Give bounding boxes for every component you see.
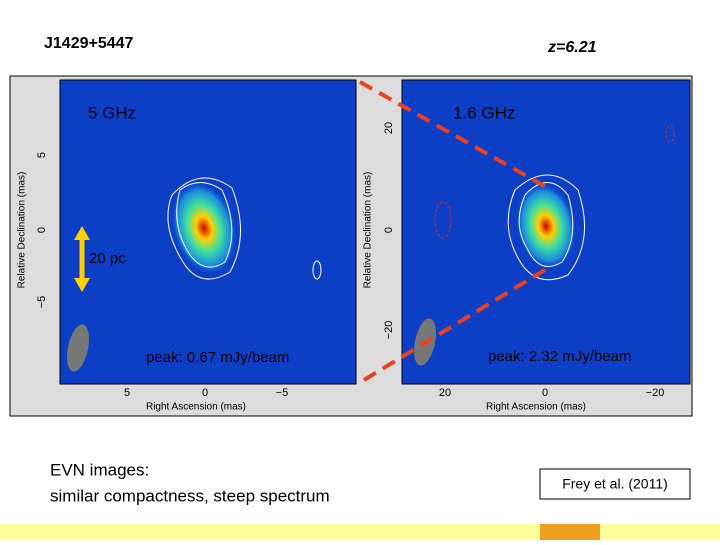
panel-label: 1.6 GHz <box>453 103 515 122</box>
y-tick-label: 5 <box>36 152 48 158</box>
panel-label: 5 GHz <box>88 103 136 122</box>
caption-line: similar compactness, steep spectrum <box>50 486 330 505</box>
beam <box>67 324 89 372</box>
title: J1429+5447 <box>44 35 134 52</box>
connector <box>359 80 549 190</box>
source <box>515 182 577 270</box>
contour <box>312 260 322 280</box>
x-tick-label: 0 <box>542 387 548 399</box>
contour <box>665 125 675 143</box>
y-axis-label: Relative Declination (mas) <box>17 172 28 289</box>
footer-block <box>540 524 600 540</box>
y-tick-label: −5 <box>36 296 48 309</box>
contour <box>434 201 452 239</box>
redshift: z=6.21 <box>547 39 597 56</box>
x-tick-label: 0 <box>202 387 208 399</box>
connector <box>362 266 550 382</box>
x-axis-label: Right Ascension (mas) <box>486 402 586 413</box>
peak-label: peak: 2.32 mJy/beam <box>488 348 631 365</box>
y-tick-label: 0 <box>383 227 395 233</box>
x-axis-label: Right Ascension (mas) <box>146 402 246 413</box>
citation: Frey et al. (2011) <box>562 476 668 492</box>
y-tick-label: 0 <box>36 227 48 233</box>
scale-arrow <box>74 226 90 240</box>
caption-line: EVN images: <box>50 460 149 479</box>
contour <box>176 182 233 268</box>
scale-label: 20 pc <box>89 250 126 267</box>
x-tick-label: 5 <box>124 387 130 399</box>
peak-label: peak: 0.67 mJy/beam <box>146 349 289 366</box>
footer-bar <box>0 524 720 540</box>
y-axis-label: Relative Declination (mas) <box>363 172 374 289</box>
contour <box>518 182 574 267</box>
contour <box>507 174 586 281</box>
y-tick-label: −20 <box>383 321 395 340</box>
scale-arrow <box>74 278 90 292</box>
x-tick-label: −5 <box>276 387 289 399</box>
y-tick-label: 20 <box>383 122 395 134</box>
x-tick-label: 20 <box>439 387 451 399</box>
x-tick-label: −20 <box>646 387 665 399</box>
citation-box <box>539 468 691 500</box>
contour <box>167 177 241 280</box>
